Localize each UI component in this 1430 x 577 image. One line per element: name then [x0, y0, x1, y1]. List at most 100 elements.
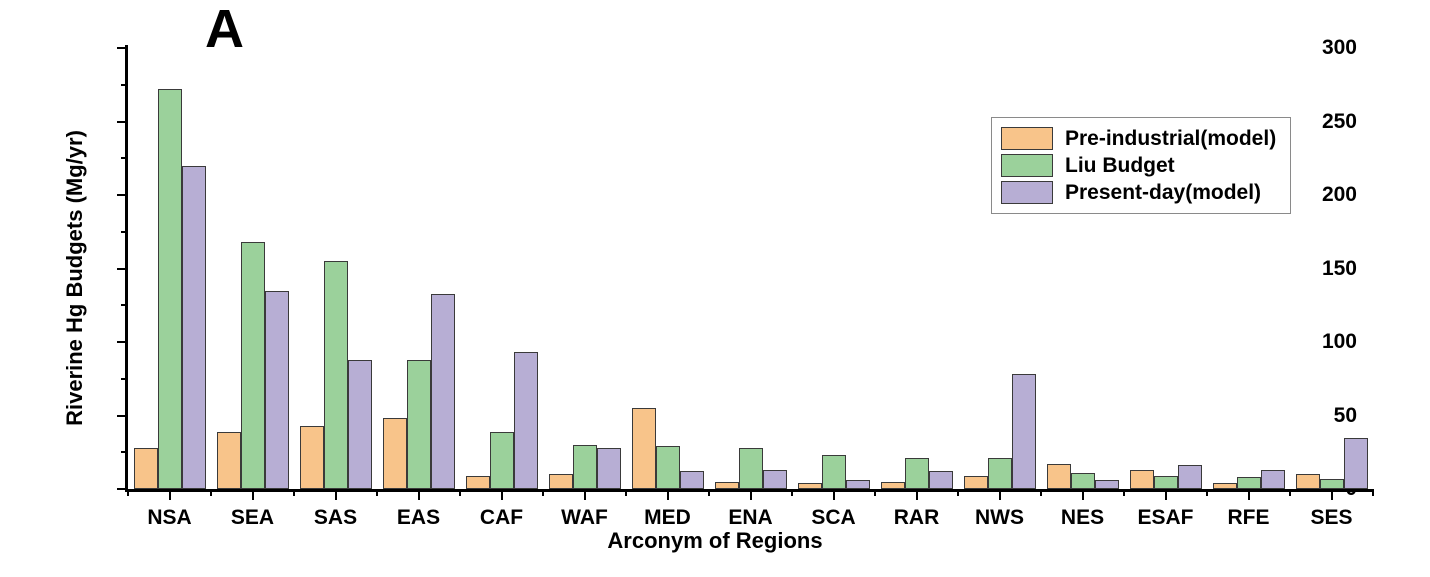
x-tick-minor	[957, 489, 959, 496]
x-tick-major	[1247, 489, 1250, 500]
x-tick-label: RFE	[1227, 506, 1270, 529]
bar	[133, 447, 158, 489]
x-tick-minor	[791, 489, 793, 496]
y-tick-major	[117, 120, 128, 123]
bar	[1153, 475, 1178, 489]
y-tick-label: 250	[1321, 109, 1357, 133]
x-tick-label: RAR	[893, 506, 940, 529]
bar	[762, 469, 787, 489]
y-tick-minor	[121, 230, 128, 233]
y-tick-major	[117, 414, 128, 417]
x-axis-title: Arconym of Regions	[607, 528, 823, 553]
x-tick-major	[1081, 489, 1084, 500]
x-tick-major	[832, 489, 835, 500]
bar	[1260, 469, 1285, 489]
bar	[1011, 374, 1036, 489]
legend-swatch-icon	[1001, 127, 1053, 150]
y-tick-label: 100	[1321, 330, 1357, 353]
x-tick-minor	[1206, 489, 1208, 496]
y-tick-minor	[121, 451, 128, 454]
x-tick-major	[251, 489, 254, 500]
x-tick-major	[749, 489, 752, 500]
bar	[299, 425, 324, 489]
x-tick-label: SAS	[313, 506, 358, 529]
y-tick-minor	[121, 83, 128, 86]
bar	[679, 471, 704, 489]
bar	[963, 475, 988, 489]
x-tick-minor	[293, 489, 295, 496]
bar	[382, 418, 407, 489]
y-axis-line	[125, 45, 128, 489]
y-tick-major	[117, 341, 128, 343]
chart-legend: Pre-industrial(model) Liu Budget Present-d…	[991, 117, 1292, 214]
bar	[1212, 483, 1237, 489]
bar	[157, 89, 182, 489]
bar	[430, 293, 455, 489]
y-tick-major	[117, 47, 128, 49]
legend-item-label: Present-day(model)	[1065, 180, 1262, 204]
legend-item: Liu Budget	[1001, 152, 1276, 179]
x-tick-label: NES	[1060, 506, 1105, 529]
bar	[880, 481, 905, 489]
x-tick-label: SES	[1310, 506, 1353, 529]
y-tick-major	[117, 488, 128, 490]
x-tick-label: MED	[644, 506, 691, 529]
x-tick-minor	[1123, 489, 1125, 496]
bar	[928, 471, 953, 489]
bar	[797, 483, 822, 489]
bar	[1177, 465, 1202, 489]
x-tick-minor	[708, 489, 710, 496]
bar	[489, 431, 514, 489]
bar	[465, 475, 490, 489]
y-tick-label: 200	[1321, 183, 1357, 206]
bar	[264, 290, 289, 489]
bar	[1319, 478, 1344, 489]
x-tick-major	[666, 489, 669, 500]
x-axis-line	[125, 489, 1373, 492]
x-tick-major	[500, 489, 503, 500]
bar	[714, 481, 739, 489]
x-tick-major	[915, 489, 918, 500]
y-tick-minor	[121, 377, 128, 380]
legend-swatch-icon	[1001, 154, 1053, 177]
x-tick-minor	[1372, 489, 1374, 496]
x-tick-label: SEA	[230, 506, 275, 529]
x-tick-label: WAF	[561, 506, 608, 529]
bar	[1343, 437, 1368, 489]
x-tick-minor	[874, 489, 876, 496]
bar	[1129, 469, 1154, 489]
bar	[1236, 477, 1261, 489]
bar	[240, 242, 265, 489]
x-tick-minor	[1040, 489, 1042, 496]
x-tick-minor	[210, 489, 212, 496]
x-tick-major	[583, 489, 586, 500]
bar	[181, 165, 206, 489]
y-tick-label: 300	[1321, 36, 1357, 59]
bar	[821, 455, 846, 489]
y-tick-major	[117, 194, 128, 196]
y-tick-minor	[121, 157, 128, 160]
legend-item-label: Liu Budget	[1065, 153, 1175, 177]
x-tick-label: CAF	[479, 506, 524, 529]
bar	[406, 359, 431, 489]
bar	[1094, 480, 1119, 489]
x-tick-label: ESAF	[1137, 506, 1194, 529]
bar	[738, 447, 763, 489]
x-tick-minor	[127, 489, 129, 496]
x-tick-major	[168, 489, 171, 500]
legend-item: Pre-industrial(model)	[1001, 125, 1276, 152]
x-tick-minor	[542, 489, 544, 496]
legend-item-label: Pre-industrial(model)	[1065, 126, 1277, 150]
bar	[1070, 472, 1095, 489]
x-tick-label: SCA	[811, 506, 856, 529]
bar	[1046, 464, 1071, 489]
y-tick-label: 50	[1333, 403, 1357, 427]
bar	[513, 352, 538, 489]
y-tick-major	[117, 267, 128, 270]
bar	[987, 458, 1012, 489]
x-tick-minor	[459, 489, 461, 496]
x-tick-label: ENA	[728, 506, 773, 529]
y-axis-title: Riverine Hg Budgets (Mg/yr)	[62, 130, 87, 426]
bar	[572, 444, 597, 489]
